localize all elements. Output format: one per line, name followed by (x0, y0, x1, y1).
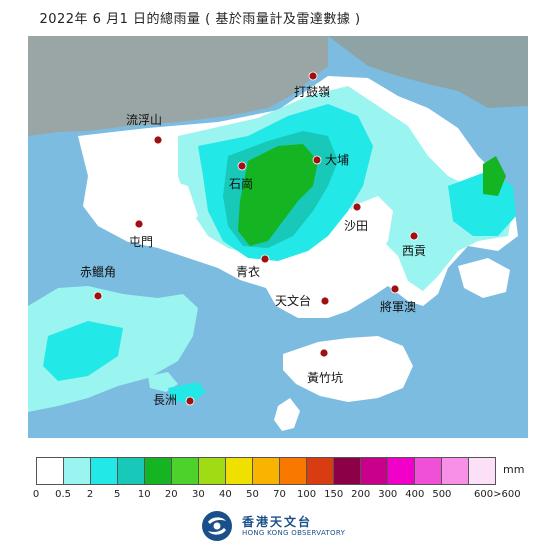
legend-swatch (442, 457, 469, 485)
small-island-south (168, 382, 206, 404)
mainland-area (28, 36, 328, 136)
rain-zone-very-heavy (238, 144, 318, 246)
legend-swatch (118, 457, 145, 485)
legend-swatch (469, 457, 496, 485)
legend-swatch (280, 457, 307, 485)
station-dot-icon (93, 291, 103, 301)
station-marker: 赤鱲角 (80, 265, 116, 301)
legend-swatch (415, 457, 442, 485)
legend-swatch (64, 457, 91, 485)
station-label: 屯門 (129, 235, 153, 249)
station-dot-icon (352, 202, 362, 212)
station-label: 赤鱲角 (80, 265, 116, 279)
station-marker: 長洲 (153, 393, 195, 407)
legend-tick-label: 2 (86, 489, 94, 500)
map-title: 2022年 6 月1 日的總雨量 ( 基於雨量計及雷達數據 ) (39, 12, 361, 27)
legend-tick-label: 10 (137, 489, 151, 500)
lamma-island (274, 398, 300, 431)
station-label: 黃竹坑 (307, 370, 343, 385)
station-dot-icon (409, 231, 419, 241)
hko-emblem-icon (202, 511, 232, 541)
station-dot-icon (153, 135, 163, 145)
rain-zone-very-heavy-east (483, 156, 506, 196)
hko-logo: 香港天文台 HONG KONG OBSERVATORY (200, 509, 360, 543)
station-marker: 流浮山 (126, 113, 163, 145)
legend-tick-label: 40 (219, 489, 232, 500)
legend-unit: mm (503, 463, 525, 476)
legend-tick-label: 5 (113, 489, 121, 500)
sai-kung-islands (458, 258, 510, 298)
station-label: 流浮山 (126, 113, 162, 127)
legend-swatch (36, 457, 64, 485)
station-dot-icon (308, 71, 318, 81)
legend-tick-label: 70 (273, 489, 286, 500)
station-marker: 青衣 (236, 254, 270, 279)
station-dot-icon (320, 296, 330, 306)
legend-swatch (226, 457, 253, 485)
station-label: 西貢 (402, 244, 426, 258)
mainland-east-area (328, 36, 528, 108)
station-marker: 將軍澳 (380, 284, 416, 314)
legend-tick-label: 200 (351, 489, 371, 500)
hko-name-zh: 香港天文台 (242, 515, 313, 529)
station-label: 石崗 (229, 177, 253, 191)
legend-swatch (199, 457, 226, 485)
station-marker: 天文台 (275, 293, 330, 308)
legend-swatch (253, 457, 280, 485)
legend-tick-label: 400 (405, 489, 425, 500)
legend-tick-label: 0.5 (55, 489, 71, 500)
station-dot-icon (134, 219, 144, 229)
legend-tick-label: 500 (432, 489, 452, 500)
hong-kong-island (283, 336, 413, 402)
legend-swatch (307, 457, 334, 485)
station-label: 將軍澳 (380, 299, 416, 314)
dry-patch-shatin (346, 196, 393, 266)
legend-tick-label: 30 (191, 489, 205, 500)
station-label: 大埔 (325, 153, 349, 167)
station-marker: 黃竹坑 (307, 348, 343, 385)
legend-tick-label: 100 (297, 489, 317, 500)
station-label: 長洲 (153, 393, 177, 407)
legend-swatch (361, 457, 388, 485)
legend-tick-label: 0 (32, 489, 40, 500)
station-dot-icon (390, 284, 400, 294)
small-island-cheung-chau (148, 372, 178, 392)
station-label: 沙田 (344, 219, 368, 233)
legend-swatch (334, 457, 361, 485)
legend-tick-label: 150 (324, 489, 344, 500)
station-dot-icon (260, 254, 270, 264)
hko-name-en: HONG KONG OBSERVATORY (242, 529, 346, 537)
station-dot-icon (237, 161, 247, 171)
legend-swatch (145, 457, 172, 485)
lantau-rain-moderate (43, 321, 123, 381)
station-marker: 大埔 (312, 153, 349, 167)
legend-swatch (388, 457, 415, 485)
legend-ticks: 0 0.5 2 5 10 20 30 40 50 70 100 150 200 300 400 500 600>… (28, 489, 521, 503)
station-dot-icon (312, 155, 322, 165)
station-dot-icon (185, 396, 195, 406)
legend-tick-label: 20 (164, 489, 178, 500)
legend-swatch (91, 457, 118, 485)
station-label: 青衣 (236, 264, 260, 279)
station-marker: 石崗 (229, 161, 253, 191)
station-dot-icon (319, 348, 329, 358)
legend-tick-label: 300 (378, 489, 398, 500)
legend-tick-label: 50 (246, 489, 259, 500)
station-marker: 屯門 (129, 219, 153, 249)
legend-swatch (172, 457, 199, 485)
station-marker: 沙田 (344, 202, 368, 233)
station-label: 打鼓嶺 (294, 85, 330, 99)
rainfall-legend (36, 457, 496, 485)
legend-tick-label: 600>600 (474, 489, 521, 500)
station-label: 天文台 (275, 293, 311, 308)
station-marker: 西貢 (402, 231, 426, 258)
station-marker: 打鼓嶺 (294, 71, 330, 99)
